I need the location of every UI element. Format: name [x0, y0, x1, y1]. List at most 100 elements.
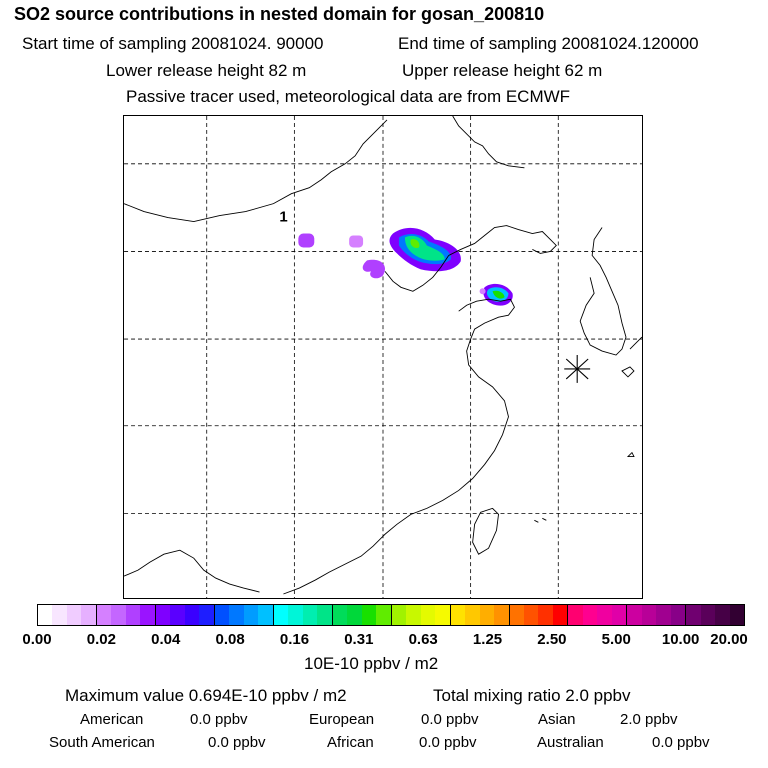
colorbar-swatch — [494, 605, 509, 625]
colorbar-tick-label: 20.00 — [710, 631, 748, 648]
japan-island — [629, 336, 642, 350]
colorbar-swatch — [715, 605, 730, 625]
colorbar-swatch — [272, 605, 289, 625]
colorbar-swatch — [700, 605, 716, 625]
region-name-african: African — [327, 734, 374, 751]
colorbar-swatch — [66, 605, 82, 625]
colorbar-tick-label: 5.00 — [601, 631, 631, 648]
colorbar-swatch — [140, 605, 155, 625]
map-panel: 1 — [123, 115, 643, 599]
colorbar-swatch — [243, 605, 259, 625]
colorbar-tick-label: 0.02 — [86, 631, 116, 648]
hainan-border-line — [124, 549, 260, 593]
colorbar-swatch — [361, 605, 377, 625]
japan-island — [621, 366, 635, 378]
colorbar-tick-label: 0.00 — [22, 631, 52, 648]
colorbar-swatch — [154, 605, 171, 625]
china-coastline — [384, 255, 450, 292]
colorbar-swatch — [81, 605, 96, 625]
colorbar-swatch — [626, 605, 642, 625]
colorbar-tick-label: 0.04 — [151, 631, 181, 648]
tracer-info-label: Passive tracer used, meteorological data… — [126, 87, 571, 106]
region-value-south-american: 0.0 ppbv — [208, 734, 266, 751]
colorbar-swatch — [420, 605, 436, 625]
colorbar-swatch — [552, 605, 568, 625]
total-mixing-ratio-label: Total mixing ratio 2.0 ppbv — [433, 686, 631, 705]
colorbar-swatch — [435, 605, 450, 625]
plume-cell — [479, 288, 486, 295]
lower-release-height-label: Lower release height 82 m — [106, 61, 307, 80]
plume — [298, 227, 513, 306]
region-name-south-american: South American — [49, 734, 155, 751]
colorbar-swatch — [125, 605, 141, 625]
colorbar-swatch — [538, 605, 553, 625]
colorbar-tick-label: 0.16 — [279, 631, 310, 648]
colorbar-swatch — [376, 605, 391, 625]
island-speck — [534, 519, 539, 523]
region-value-african: 0.0 ppbv — [419, 734, 477, 751]
northern-border-line — [124, 119, 388, 223]
colorbar-swatch — [390, 605, 407, 625]
colorbar-swatch — [331, 605, 348, 625]
colorbar-swatch — [523, 605, 539, 625]
colorbar-swatch — [213, 605, 230, 625]
colorbar-tick-label: 0.31 — [344, 631, 374, 648]
map-title: SO2 source contributions in nested domai… — [14, 4, 545, 24]
region-name-american: American — [80, 711, 144, 728]
colorbar-swatch — [641, 605, 657, 625]
island-speck — [626, 451, 635, 458]
colorbar-swatch — [656, 605, 671, 625]
island-speck — [542, 517, 547, 521]
start-time-label: Start time of sampling 20081024. 90000 — [22, 34, 324, 53]
region-value-asian: 2.0 ppbv — [620, 711, 678, 728]
coastlines — [124, 116, 642, 595]
plume-core — [492, 290, 505, 299]
maximum-value-label: Maximum value 0.694E-10 ppbv / m2 — [65, 686, 347, 705]
colorbar-swatch — [597, 605, 612, 625]
colorbar-swatch — [258, 605, 273, 625]
region-value-european: 0.0 ppbv — [421, 711, 479, 728]
region-value-american: 0.0 ppbv — [190, 711, 248, 728]
colorbar-swatch — [670, 605, 686, 625]
colorbar-tick-label: 2.50 — [537, 631, 567, 648]
colorbar-swatch — [449, 605, 466, 625]
region-name-australian: Australian — [537, 734, 604, 751]
taiwan-island — [472, 507, 499, 555]
graticule — [124, 116, 642, 598]
source-number-label: 1 — [279, 209, 287, 226]
colorbar-swatch — [52, 605, 67, 625]
region-name-asian: Asian — [538, 711, 576, 728]
end-time-label: End time of sampling 20081024.120000 — [398, 34, 699, 53]
plume-cell — [298, 233, 315, 248]
korea-border-line — [448, 225, 557, 256]
colorbar-tick-label: 0.08 — [215, 631, 245, 648]
colorbar-swatch — [170, 605, 185, 625]
colorbar-swatch — [317, 605, 332, 625]
colorbar-swatch — [229, 605, 244, 625]
plume-cell — [349, 235, 364, 248]
shandong-coastline — [283, 298, 515, 595]
colorbar-swatch — [184, 605, 200, 625]
colorbar-tick-label: 1.25 — [472, 631, 503, 648]
colorbar-swatch — [302, 605, 318, 625]
gosan-station-marker — [564, 355, 591, 383]
colorbar-swatch — [347, 605, 362, 625]
colorbar-swatch — [508, 605, 524, 625]
colorbar-swatch — [685, 605, 701, 625]
colorbar-swatch — [465, 605, 480, 625]
colorbar-swatch — [406, 605, 421, 625]
colorbar-swatch — [729, 605, 745, 625]
colorbar-swatch — [567, 605, 583, 625]
korea-peninsula-line — [579, 227, 627, 356]
colorbar-tick-label: 0.63 — [408, 631, 438, 648]
colorbar-swatch — [95, 605, 112, 625]
colorbar-swatch — [582, 605, 598, 625]
colorbar-swatch — [199, 605, 214, 625]
plume-cell — [362, 259, 386, 279]
region-name-european: European — [309, 711, 375, 728]
colorbar-swatch — [38, 605, 53, 625]
colorbar-units-label: 10E-10 ppbv / m2 — [304, 654, 439, 673]
region-value-australian: 0.0 ppbv — [652, 734, 710, 751]
colorbar-swatch — [288, 605, 303, 625]
upper-release-height-label: Upper release height 62 m — [402, 61, 603, 80]
